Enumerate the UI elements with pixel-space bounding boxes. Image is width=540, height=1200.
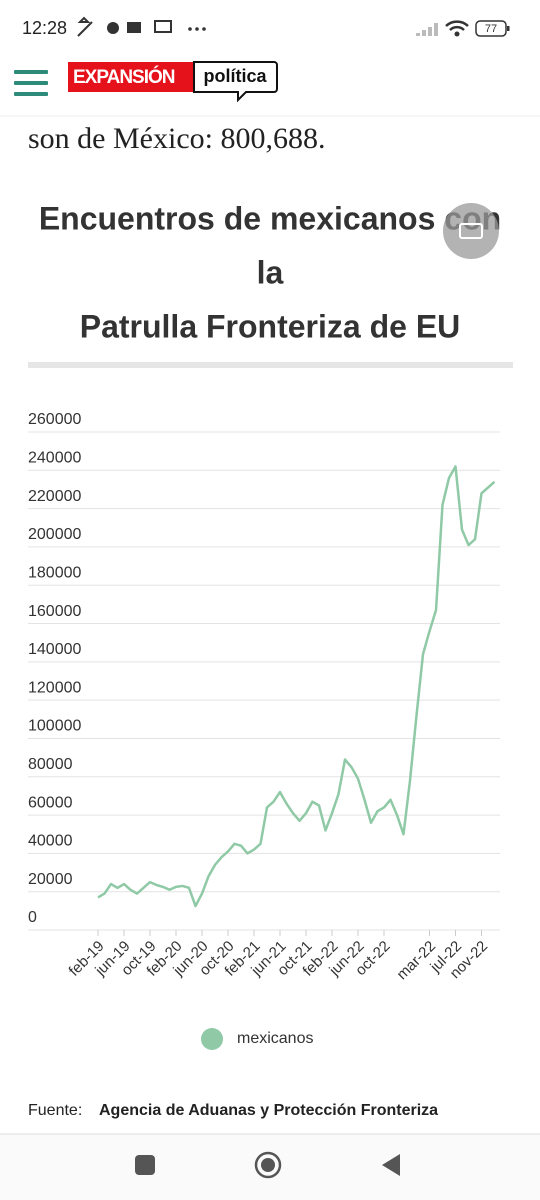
status-time: 12:28 — [22, 18, 67, 38]
y-tick-label: 80000 — [28, 756, 73, 773]
chart: Encuentros de mexicanos con la Patrulla Fr… — [28, 200, 501, 1050]
title-divider — [28, 362, 513, 368]
menu-button[interactable] — [14, 70, 48, 96]
y-tick-label: 140000 — [28, 641, 81, 658]
source-label: Fuente: — [28, 1102, 82, 1119]
logo-text: política — [203, 66, 267, 86]
y-tick-label: 200000 — [28, 526, 81, 543]
y-tick-label: 240000 — [28, 450, 81, 467]
nav-home-dot — [261, 1158, 275, 1172]
legend-label: mexicanos — [237, 1030, 313, 1047]
chart-title: Encuentros de mexicanos con — [39, 200, 501, 236]
source-text: Agencia de Aduanas y Protección Fronteri… — [99, 1102, 438, 1119]
y-tick-label: 60000 — [28, 794, 73, 811]
y-tick-label: 20000 — [28, 871, 73, 888]
y-tick-label: 180000 — [28, 564, 81, 581]
y-tick-label: 40000 — [28, 833, 73, 850]
logo[interactable]: EXPANSIÓN política — [68, 61, 278, 103]
data-line — [97, 465, 496, 908]
nav-recent[interactable] — [135, 1155, 155, 1175]
chart-title: Patrulla Fronteriza de EU — [80, 308, 461, 344]
article-text: son de México: 800,688. — [28, 122, 325, 155]
y-tick-label: 120000 — [28, 679, 81, 696]
battery-level: 77 — [485, 23, 497, 35]
logo-text: EXPANSIÓN — [73, 66, 175, 88]
y-tick-label: 220000 — [28, 488, 81, 505]
y-tick-label: 0 — [28, 909, 37, 926]
chart-title: la — [257, 254, 284, 290]
nav-back[interactable] — [382, 1154, 400, 1176]
legend-swatch — [201, 1028, 223, 1050]
status-icons — [77, 16, 510, 37]
y-tick-label: 100000 — [28, 718, 81, 735]
floating-icon — [459, 223, 483, 239]
y-tick-label: 160000 — [28, 603, 81, 620]
nav-home[interactable] — [254, 1151, 282, 1179]
y-tick-label: 260000 — [28, 411, 81, 428]
floating-button[interactable] — [443, 203, 499, 259]
